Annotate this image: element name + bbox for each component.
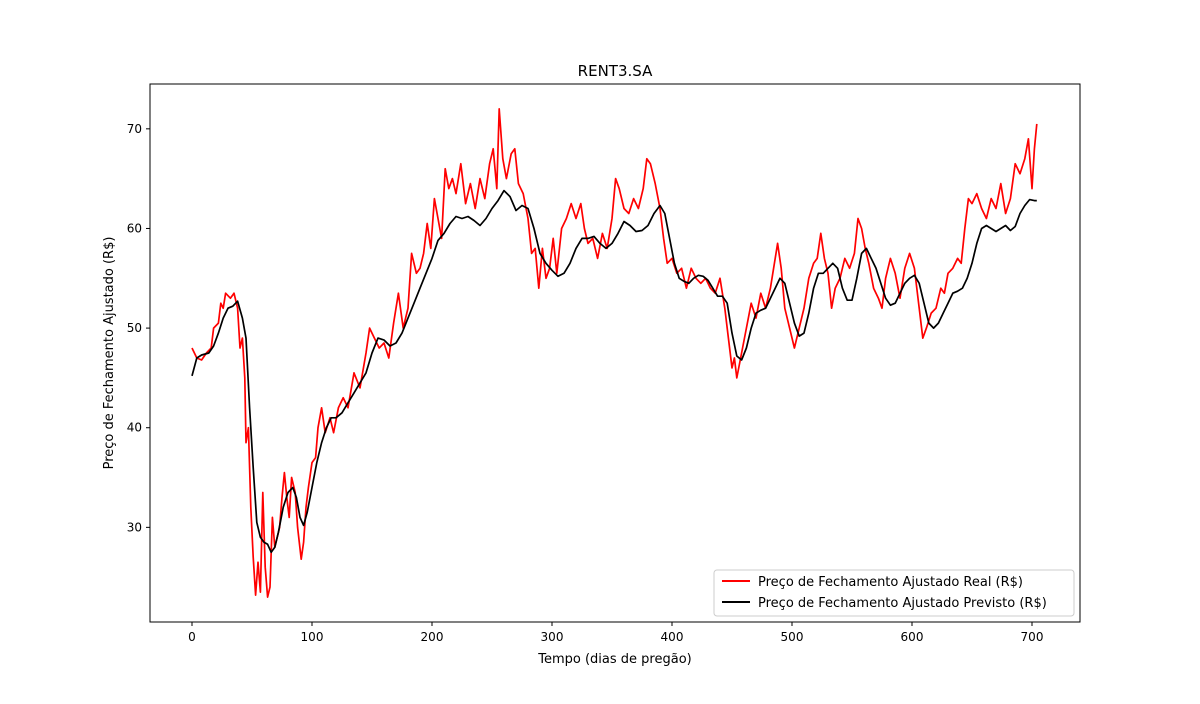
plot-lines — [191, 108, 1038, 598]
axis-ticks: 0 100 200 300 400 500 600 700 30 40 50 60 70 — [127, 122, 1044, 644]
y-tick-label: 60 — [127, 221, 142, 235]
legend-label-real: Preço de Fechamento Ajustado Real (R$) — [758, 575, 1023, 590]
legend-label-predicted: Preço de Fechamento Ajustado Previsto (R… — [758, 596, 1047, 611]
x-tick-label: 500 — [781, 630, 804, 644]
y-tick-label: 50 — [127, 321, 142, 335]
legend: Preço de Fechamento Ajustado Real (R$) P… — [713, 569, 1075, 617]
chart-title: RENT3.SA — [578, 62, 653, 80]
plot-frame — [149, 83, 1081, 623]
x-tick-label: 0 — [188, 630, 196, 644]
x-tick-label: 200 — [421, 630, 444, 644]
y-tick-label: 40 — [127, 421, 142, 435]
x-tick-label: 100 — [301, 630, 324, 644]
series-line-predicted — [191, 189, 1037, 554]
x-tick-label: 600 — [901, 630, 924, 644]
y-tick-label: 30 — [127, 520, 142, 534]
x-tick-label: 300 — [541, 630, 564, 644]
x-tick-label: 400 — [661, 630, 684, 644]
legend-box — [713, 569, 1075, 617]
y-axis-label: Preço de Fechamento Ajustado (R$) — [102, 237, 117, 470]
y-tick-label: 70 — [127, 122, 142, 136]
x-tick-label: 700 — [1021, 630, 1044, 644]
x-axis-label: Tempo (dias de pregão) — [537, 652, 691, 667]
series-line-real — [191, 108, 1038, 598]
